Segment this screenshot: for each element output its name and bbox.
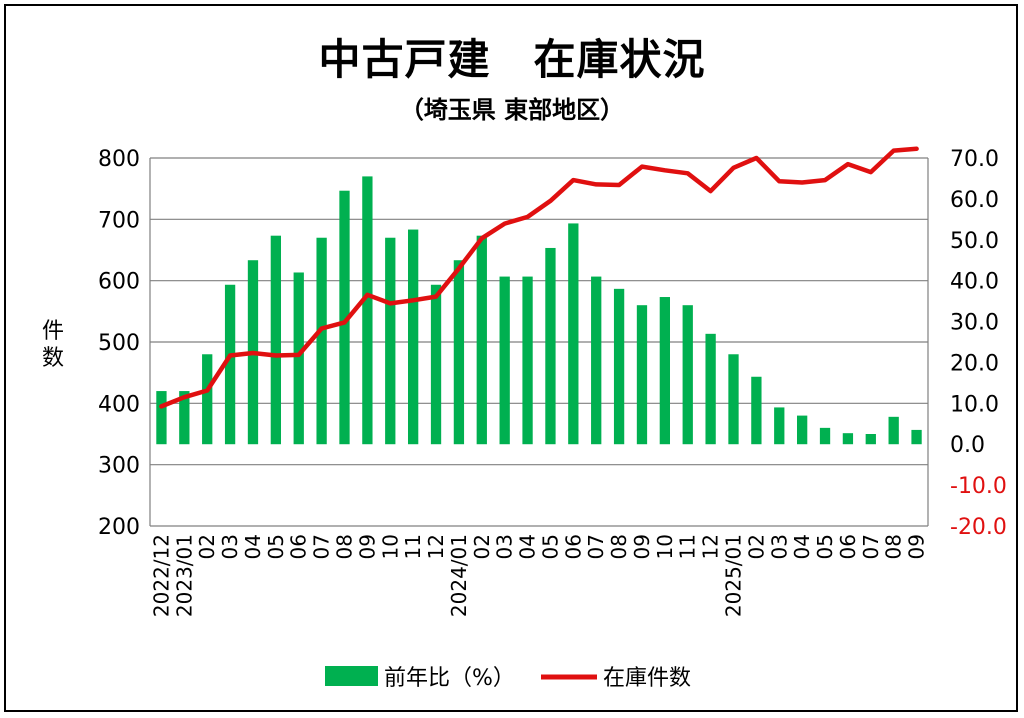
x-tick-label: 2022/12 [149, 534, 173, 617]
bar [659, 297, 671, 445]
x-tick-label: 12 [699, 534, 723, 559]
y-right-tick-label: -20.0 [950, 515, 1007, 540]
bar [499, 276, 510, 445]
x-tick-label: 11 [676, 534, 700, 559]
x-tick-label: 04 [516, 534, 540, 559]
bar [705, 333, 716, 445]
bar [728, 354, 739, 445]
bar [613, 288, 625, 445]
x-tick-label: 12 [424, 534, 448, 559]
bar [179, 391, 190, 445]
x-tick-label: 06 [836, 534, 860, 559]
x-tick-label: 04 [241, 534, 265, 559]
bar [819, 427, 831, 445]
x-tick-label: 08 [882, 534, 906, 559]
bar [568, 223, 579, 445]
bar [385, 237, 396, 445]
x-tick-label: 09 [630, 534, 654, 559]
x-tick-label: 09 [355, 534, 379, 559]
y-right-tick-label: 50.0 [950, 229, 999, 254]
y-right-tick-label: 30.0 [950, 311, 999, 336]
y-left-tick-label: 200 [98, 515, 140, 540]
bar [522, 276, 533, 445]
x-tick-label: 05 [538, 534, 562, 559]
x-tick-label: 07 [584, 534, 608, 559]
x-tick-label: 08 [333, 534, 357, 559]
x-tick-label: 07 [859, 534, 883, 559]
bar [430, 284, 442, 445]
y-right-tick-label: 70.0 [950, 147, 999, 172]
x-tick-label: 04 [790, 534, 814, 559]
x-tick-label: 03 [493, 534, 517, 559]
y-right-tick-label: 40.0 [950, 270, 999, 295]
bar [339, 190, 350, 445]
y-right-tick-label: -10.0 [950, 474, 1007, 499]
y-left-tick-label: 500 [98, 331, 140, 356]
bar [865, 434, 876, 445]
x-tick-label: 07 [310, 534, 334, 559]
x-tick-label: 2024/01 [447, 534, 471, 617]
bar [316, 237, 327, 445]
bar [796, 415, 808, 445]
y-right-tick-label: 60.0 [950, 188, 999, 213]
y-right-tick-label: 10.0 [950, 392, 999, 417]
bar [636, 305, 648, 445]
x-tick-label: 02 [744, 534, 768, 559]
y-right-tick-label: 20.0 [950, 351, 999, 376]
bar [293, 272, 304, 445]
x-tick-label: 05 [264, 534, 288, 559]
bar [476, 235, 487, 445]
y-axis-label-char: 件 [41, 319, 64, 344]
bar [270, 235, 282, 445]
x-tick-label: 10 [378, 534, 402, 559]
y-axis-label-char: 数 [41, 346, 64, 371]
bar [774, 407, 785, 445]
x-tick-label: 03 [218, 534, 242, 559]
x-tick-label: 2025/01 [722, 534, 746, 617]
x-tick-label: 02 [470, 534, 494, 559]
legend-label-line: 在庫件数 [603, 666, 691, 691]
x-tick-label: 05 [813, 534, 837, 559]
chart-frame [4, 4, 1018, 712]
x-tick-label: 02 [195, 534, 219, 559]
bar [362, 176, 373, 445]
x-tick-label: 2023/01 [172, 534, 196, 617]
x-tick-label: 10 [653, 534, 677, 559]
y-right-tick-label: 0.0 [950, 433, 985, 458]
x-tick-label: 03 [767, 534, 791, 559]
bar [202, 354, 213, 445]
bar [453, 260, 465, 445]
bar [591, 276, 602, 445]
x-tick-label: 06 [561, 534, 585, 559]
bar [751, 376, 762, 445]
bar [911, 429, 922, 445]
chart-subtitle: （埼玉県 東部地区） [399, 96, 625, 124]
x-tick-label: 06 [287, 534, 311, 559]
y-left-tick-label: 600 [98, 270, 140, 295]
x-tick-label: 09 [905, 534, 929, 559]
bar [156, 391, 167, 445]
y-left-tick-label: 700 [98, 208, 140, 233]
y-left-tick-label: 800 [98, 147, 140, 172]
bar [682, 305, 693, 445]
y-left-tick-label: 300 [98, 454, 140, 479]
chart-title: 中古戸建 在庫状況 [318, 35, 706, 84]
bar [545, 247, 556, 445]
bar [407, 229, 419, 445]
x-tick-label: 08 [607, 534, 631, 559]
y-left-tick-label: 400 [98, 392, 140, 417]
bar [224, 284, 236, 445]
bar [888, 416, 899, 445]
bar [842, 433, 854, 445]
y-axis-label: 件 数 [38, 318, 68, 372]
x-tick-label: 11 [401, 534, 425, 559]
legend-label-bar: 前年比（%） [384, 666, 515, 691]
legend-swatch-bar [325, 666, 378, 686]
line-series-stock [159, 146, 919, 409]
